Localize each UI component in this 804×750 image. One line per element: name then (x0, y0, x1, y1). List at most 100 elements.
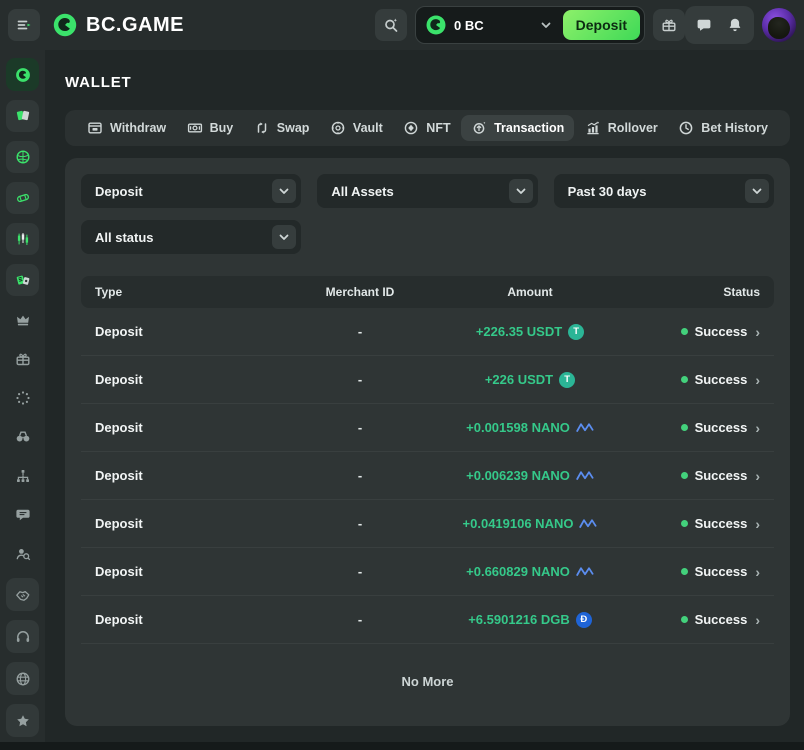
tab-nft[interactable]: NFT (393, 115, 460, 141)
transaction-status[interactable]: Success › (625, 516, 760, 532)
dropdown-value: All Assets (331, 183, 394, 199)
transaction-status[interactable]: Success › (625, 468, 760, 484)
sidebar-item-sports[interactable] (6, 141, 39, 173)
transaction-amount: +0.0419106 NANO (435, 516, 625, 532)
chevron-down-icon[interactable] (538, 17, 554, 33)
dropdown-value: Deposit (95, 183, 143, 199)
spinner-icon (15, 390, 31, 406)
sidebar-item-bonus[interactable] (6, 344, 39, 374)
transaction-type: Deposit (95, 612, 143, 627)
bc-coin-icon (425, 14, 447, 36)
transaction-row[interactable]: Deposit - +0.001598 NANO Success › (81, 404, 774, 452)
chevron-right-icon: › (755, 563, 760, 580)
transaction-merchant-id: - (357, 420, 363, 435)
sidebar-item-spin[interactable] (6, 383, 39, 413)
transaction-status[interactable]: Success › (625, 420, 760, 436)
sidebar-item-trading[interactable] (6, 223, 39, 255)
transaction-amount: +226.35 USDT T (435, 323, 625, 340)
clock-icon (678, 120, 694, 136)
status-dot (680, 520, 688, 527)
tab-buy[interactable]: Buy (177, 115, 244, 141)
tab-swap[interactable]: Swap (244, 115, 320, 141)
sidebar-item-refer[interactable] (6, 539, 39, 569)
chevron-right-icon: › (755, 611, 760, 628)
transaction-row[interactable]: Deposit - +6.5901216 DGB Đ Success › (81, 596, 774, 644)
transaction-type-select[interactable]: Deposit (81, 174, 302, 208)
asset-select[interactable]: All Assets (317, 174, 538, 208)
sidebar-item-vip[interactable] (6, 305, 39, 335)
sidebar-item-favorites[interactable] (6, 704, 39, 737)
tab-bet-history[interactable]: Bet History (668, 115, 778, 141)
chevron-right-icon: › (755, 371, 760, 388)
sidebar-item-casino-home[interactable] (6, 58, 39, 91)
status-label: Success (694, 516, 748, 531)
brand-logo[interactable]: BC.GAME (52, 12, 184, 38)
top-header: BC.GAME 0 BC Deposit (0, 0, 804, 50)
sidebar-item-language[interactable] (6, 662, 39, 695)
tab-vault[interactable]: Vault (320, 115, 393, 141)
transaction-row[interactable]: Deposit - +226 USDT T Success › (81, 356, 774, 404)
vault-icon (330, 120, 346, 136)
transaction-type: Deposit (95, 468, 143, 483)
chevron-right-icon: › (755, 515, 760, 532)
transaction-icon (471, 120, 487, 136)
transaction-merchant-id: - (357, 372, 363, 387)
transaction-row[interactable]: Deposit - +0.006239 NANO Success › (81, 452, 774, 500)
transaction-type: Deposit (95, 372, 143, 387)
bc-logo-icon (52, 12, 78, 38)
status-select[interactable]: All status (81, 220, 302, 254)
tab-label: Bet History (701, 121, 768, 135)
nano-coin-icon (579, 516, 597, 532)
transactions-panel: Deposit All Assets Past 30 days All stat… (65, 158, 790, 726)
balance-selector[interactable]: 0 BC Deposit (415, 6, 645, 44)
sidebar-item-forum[interactable] (6, 500, 39, 530)
transaction-status[interactable]: Success › (625, 612, 760, 628)
chevron-right-icon: › (755, 467, 760, 484)
date-range-select[interactable]: Past 30 days (553, 174, 774, 208)
tab-label: Swap (276, 121, 310, 135)
sidebar-item-lottery[interactable] (6, 264, 39, 296)
bottom-band (0, 742, 804, 750)
bell-icon[interactable] (727, 17, 743, 33)
nano-coin-icon (576, 468, 594, 484)
sidebar-item-explore[interactable] (6, 422, 39, 452)
sidebar-item-partnership[interactable] (6, 578, 39, 611)
main-content: WALLET Withdraw Buy Swap Vault NFT Trans… (45, 50, 804, 750)
status-label: Success (694, 612, 748, 627)
binoculars-icon (15, 429, 31, 445)
racing-icon (15, 190, 31, 206)
tab-transaction[interactable]: Transaction (461, 115, 575, 141)
transaction-type: Deposit (95, 420, 143, 435)
sidebar-item-racing[interactable] (6, 182, 39, 214)
transaction-row[interactable]: Deposit - +226.35 USDT T Success › (81, 308, 774, 356)
tab-withdraw[interactable]: Withdraw (77, 115, 176, 141)
wallet-icon (87, 120, 103, 136)
deposit-button[interactable]: Deposit (562, 10, 640, 40)
globe-icon (15, 671, 31, 687)
tab-rollover[interactable]: Rollover (575, 115, 668, 141)
sidebar-item-support[interactable] (6, 620, 39, 653)
user-avatar[interactable] (762, 8, 796, 42)
transaction-merchant-id: - (357, 324, 363, 339)
transaction-status[interactable]: Success › (625, 324, 760, 340)
transaction-type: Deposit (95, 516, 143, 531)
chevron-down-icon (272, 179, 297, 203)
tab-label: Withdraw (110, 121, 167, 135)
hamburger-menu-icon (16, 17, 32, 33)
sidebar-item-casino[interactable] (6, 100, 39, 132)
balance-amount: 0 BC (454, 17, 484, 33)
page-title: WALLET (65, 74, 132, 91)
chat-bubble-icon[interactable] (696, 17, 712, 33)
transaction-status[interactable]: Success › (625, 372, 760, 388)
hamburger-menu-button[interactable] (8, 9, 40, 41)
sidebar-item-affiliate[interactable] (6, 461, 39, 491)
search-button[interactable] (375, 9, 407, 41)
promotions-button[interactable] (653, 9, 685, 41)
status-label: Success (694, 564, 748, 579)
transaction-status[interactable]: Success › (625, 564, 760, 580)
sidebar (0, 50, 45, 750)
transaction-row[interactable]: Deposit - +0.660829 NANO Success › (81, 548, 774, 596)
transaction-type: Deposit (95, 324, 143, 339)
status-dot (680, 424, 688, 431)
transaction-row[interactable]: Deposit - +0.0419106 NANO Success › (81, 500, 774, 548)
